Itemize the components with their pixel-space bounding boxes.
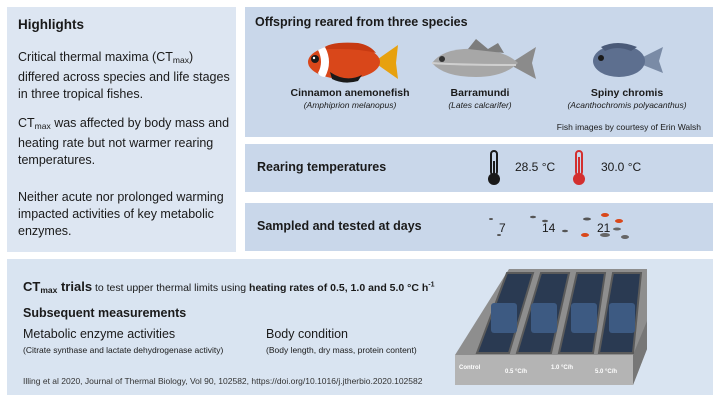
heating-tank-image: Control 0.5 °C/h 1.0 °C/h 5.0 °C/h — [455, 269, 647, 385]
measurement-body-detail: (Body length, dry mass, protein content) — [266, 345, 417, 355]
highlights-panel: Highlights Critical thermal maxima (CTma… — [7, 7, 236, 252]
tank-label-5-0: 5.0 °C/h — [595, 369, 617, 375]
offspring-title: Offspring reared from three species — [255, 15, 468, 29]
tank-label-1-0: 1.0 °C/h — [551, 365, 573, 371]
measurement-body-title: Body condition — [266, 327, 349, 341]
sampled-title: Sampled and tested at days — [257, 219, 422, 233]
rearing-title: Rearing temperatures — [257, 160, 387, 174]
citation: Illing et al 2020, Journal of Thermal Bi… — [23, 376, 423, 386]
subsequent-measurements-title: Subsequent measurements — [23, 306, 187, 320]
highlight-3: Neither acute nor prolonged warming impa… — [18, 190, 224, 238]
tank-label-control: Control — [459, 365, 481, 371]
highlight-2: CTmax was affected by body mass and heat… — [18, 116, 230, 167]
offspring-panel: Offspring reared from three species Cinn… — [245, 7, 713, 137]
tank-label-0-5: 0.5 °C/h — [505, 369, 527, 375]
barramundi-image — [431, 39, 536, 79]
measurement-enzyme-title: Metabolic enzyme activities — [23, 327, 176, 341]
measurement-enzyme-detail: (Citrate synthase and lactate dehydrogen… — [23, 345, 224, 355]
temp-cool: 28.5 °C — [515, 160, 556, 174]
image-credit: Fish images by courtesy of Erin Walsh — [556, 122, 701, 132]
larval-fish-icon — [489, 213, 629, 239]
rearing-panel: Rearing temperatures 28.5 °C 30.0 °C — [245, 144, 713, 192]
highlights-title: Highlights — [18, 17, 84, 32]
sampled-panel: Sampled and tested at days 7 14 21 — [245, 203, 713, 251]
day-21: 21 — [597, 221, 611, 235]
trials-panel: CTmax trials to test upper thermal limit… — [7, 259, 713, 395]
day-14: 14 — [542, 221, 556, 235]
day-7: 7 — [499, 221, 506, 235]
thermometer-warm-icon — [573, 150, 585, 185]
temp-warm: 30.0 °C — [601, 160, 642, 174]
thermometer-cool-icon — [488, 150, 500, 185]
fish-spiny-chromis: Spiny chromis (Acanthochromis polyacanth… — [567, 87, 687, 110]
fish-anemonefish: Cinnamon anemonefish (Amphiprion melanop… — [290, 87, 410, 110]
spiny-chromis-image — [593, 43, 663, 77]
anemonefish-image — [308, 42, 398, 83]
highlight-1: Critical thermal maxima (CTmax) differed… — [18, 50, 230, 101]
ctmax-trials-heading: CTmax trials to test upper thermal limit… — [23, 279, 435, 295]
fish-barramundi: Barramundi (Lates calcarifer) — [448, 87, 512, 110]
